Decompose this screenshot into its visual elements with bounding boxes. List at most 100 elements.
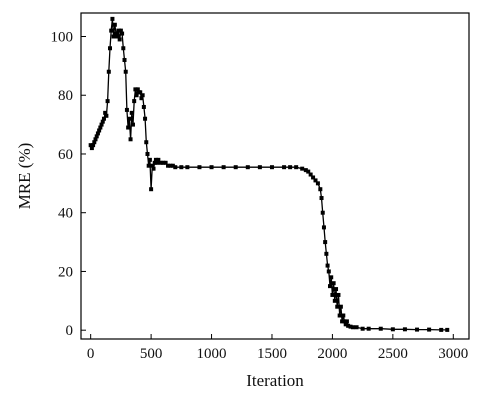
data-point	[105, 99, 110, 104]
data-point	[221, 165, 226, 170]
data-point	[130, 122, 135, 127]
data-point	[313, 178, 318, 183]
data-point	[155, 160, 160, 165]
x-tick-label: 3000	[438, 346, 468, 362]
data-point	[390, 327, 395, 332]
data-point	[99, 122, 104, 127]
data-point	[126, 125, 131, 130]
data-point	[150, 163, 155, 168]
data-point	[163, 160, 168, 165]
x-tick-label: 1000	[197, 346, 227, 362]
data-point	[306, 169, 311, 174]
data-point	[89, 146, 94, 151]
data-point	[300, 166, 305, 171]
data-point	[145, 151, 150, 156]
data-point	[320, 210, 325, 215]
data-point	[402, 327, 407, 332]
data-point	[152, 160, 157, 165]
data-point	[326, 269, 331, 274]
y-tick-label: 0	[66, 323, 74, 339]
data-point	[111, 34, 116, 39]
x-tick-label: 2500	[378, 346, 408, 362]
data-point	[104, 113, 109, 118]
y-tick-label: 60	[58, 147, 73, 163]
y-tick-label: 40	[58, 206, 73, 222]
data-point	[308, 172, 313, 177]
data-point	[100, 119, 105, 124]
data-point	[170, 163, 175, 168]
plot-frame	[80, 12, 470, 340]
data-point	[143, 116, 148, 121]
data-point	[427, 327, 432, 332]
data-point	[185, 165, 190, 170]
x-axis-title: Iteration	[246, 371, 304, 390]
data-point	[117, 37, 122, 42]
data-point	[257, 165, 262, 170]
data-point	[153, 157, 158, 162]
y-axis-title: MRE (%)	[15, 143, 34, 210]
data-point	[134, 93, 139, 98]
data-point	[161, 160, 166, 165]
y-tick-label: 100	[51, 29, 74, 45]
data-point	[121, 46, 126, 51]
data-point	[93, 137, 98, 142]
data-point	[209, 165, 214, 170]
data-point	[415, 327, 420, 332]
data-point	[346, 323, 351, 328]
data-point	[269, 165, 274, 170]
data-point	[88, 143, 93, 148]
data-point	[132, 99, 137, 104]
data-point	[439, 327, 444, 332]
data-point	[245, 165, 250, 170]
data-point	[147, 157, 152, 162]
data-point	[122, 57, 127, 62]
data-point	[329, 275, 334, 280]
data-point	[350, 325, 355, 330]
data-point	[445, 327, 450, 332]
data-point	[366, 326, 371, 331]
data-point	[179, 165, 184, 170]
data-point	[342, 319, 347, 324]
data-point	[354, 325, 359, 330]
data-point	[303, 168, 308, 173]
x-tick-label: 1500	[257, 346, 287, 362]
data-point	[118, 28, 123, 33]
data-point	[101, 116, 106, 121]
y-axis-ticks: 0 20 40 60 80 100	[51, 29, 86, 339]
data-point	[123, 69, 128, 74]
series-layer	[88, 16, 450, 332]
data-point	[173, 165, 178, 170]
data-point	[116, 28, 121, 33]
data-point	[288, 165, 293, 170]
data-point	[378, 326, 383, 331]
data-point	[340, 319, 345, 324]
x-tick-label: 500	[140, 346, 163, 362]
data-point	[168, 163, 173, 168]
data-point	[98, 125, 103, 130]
data-point	[108, 46, 113, 51]
data-point	[348, 324, 353, 329]
x-tick-label: 2000	[317, 346, 347, 362]
data-point	[92, 140, 97, 145]
data-point	[334, 287, 339, 292]
data-point	[128, 137, 133, 142]
data-point	[146, 163, 151, 168]
data-point	[112, 22, 117, 27]
data-point	[156, 157, 161, 162]
series-line	[90, 18, 448, 331]
data-point	[141, 104, 146, 109]
data-point	[338, 304, 343, 309]
data-point	[343, 322, 348, 327]
data-point	[140, 93, 145, 98]
data-point	[129, 110, 134, 115]
data-point	[325, 263, 330, 268]
data-point	[144, 140, 149, 145]
data-point	[166, 163, 171, 168]
data-point	[138, 90, 143, 95]
data-point	[330, 292, 335, 297]
data-point	[327, 284, 332, 289]
data-point	[106, 69, 111, 74]
data-point	[114, 31, 119, 36]
data-point	[315, 181, 320, 186]
